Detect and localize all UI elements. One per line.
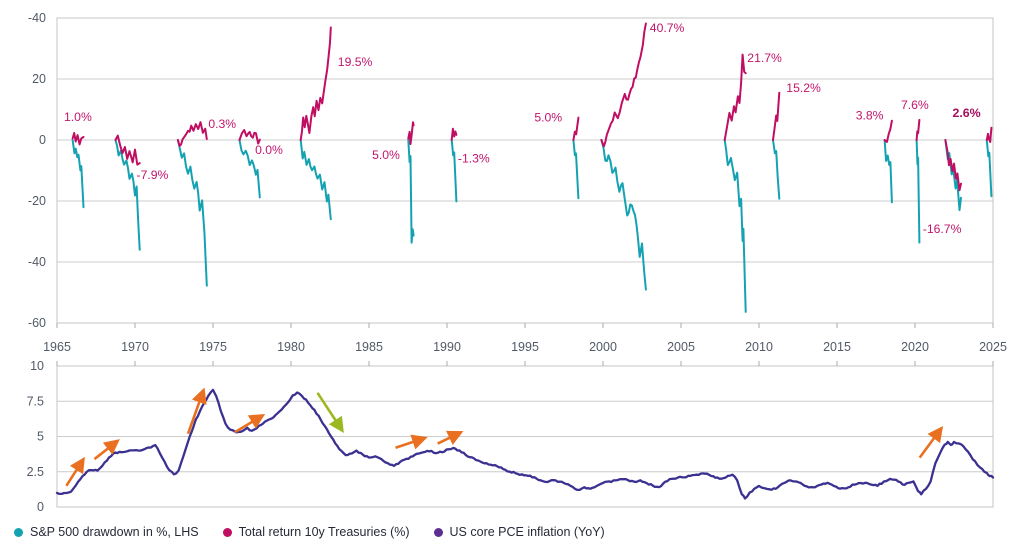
inflation-down-arrow-icon [316, 392, 344, 434]
annotation-label: 3.8% [856, 109, 884, 123]
bottom-y-tick-label: 0 [37, 500, 44, 514]
annotation-label: 5.0% [372, 148, 400, 162]
annotation-label: 0.0% [255, 143, 283, 157]
legend-label: Total return 10y Treasuries (%) [238, 525, 410, 539]
legend-label: US core PCE inflation (YoY) [449, 525, 605, 539]
inflation-up-arrow-icon [93, 439, 120, 461]
legend-item-treasury-return: Total return 10y Treasuries (%) [222, 525, 410, 539]
annotation-label: 2.6% [952, 106, 980, 120]
annotation-label: 7.6% [901, 98, 929, 112]
inflation-up-arrow-icon [437, 430, 464, 445]
bottom-y-tick-label: 10 [30, 359, 44, 373]
treasury-series [71, 22, 993, 192]
x-axis-year-label: 1980 [277, 340, 305, 354]
bottom-y-tick-label: 7.5 [27, 394, 44, 408]
treasury-series-dot-icon [222, 527, 232, 537]
bottom-y-tick-label: 2.5 [27, 465, 44, 479]
drawdown-series-dot-icon [14, 527, 23, 537]
top-y-tick-label: -40 [28, 11, 46, 25]
x-axis-year-label: 2025 [979, 340, 1007, 354]
annotation-label: 21.7% [747, 51, 782, 65]
x-axis-year-label: 1965 [43, 340, 71, 354]
annotation-label: 1.0% [64, 110, 92, 124]
x-axis-year-label: 2010 [745, 340, 773, 354]
inflation-up-arrow-icon [65, 456, 85, 487]
annotation-label: 5.0% [534, 110, 562, 124]
x-axis-year-label: 2000 [589, 340, 617, 354]
inflation-series [55, 388, 995, 500]
annotation-label: 19.5% [338, 55, 373, 69]
top-y-tick-label: -20 [28, 194, 46, 208]
x-axis-year-label: 2015 [823, 340, 851, 354]
annotation-label: -1.3% [458, 151, 490, 165]
bottom-y-tick-label: 5 [37, 430, 44, 444]
top-y-tick-label: 20 [32, 72, 46, 86]
trend-arrows [65, 387, 944, 487]
inflation-up-arrow-icon [234, 414, 266, 434]
annotation-label: -16.7% [923, 222, 962, 236]
inflation-series-dot-icon [433, 527, 443, 537]
top-chart: -40 20 0 -20 -40 -60 1965 1970 1975 1980 1985 1990 1… [28, 11, 1007, 354]
x-axis-year-label: 2005 [667, 340, 695, 354]
drawdown-series [71, 139, 993, 313]
bottom-chart: 10 7.5 5 2.5 0 [27, 359, 994, 514]
legend-item-sp500-drawdown: S&P 500 drawdown in %, LHS [14, 525, 199, 539]
top-y-tick-label: -60 [28, 316, 46, 330]
x-axis-year-label: 1995 [511, 340, 539, 354]
legend-item-pce-inflation: US core PCE inflation (YoY) [433, 525, 605, 539]
inflation-up-arrow-icon [918, 425, 944, 459]
annotation-label: 0.3% [208, 117, 236, 131]
legend-label: S&P 500 drawdown in %, LHS [30, 525, 199, 539]
return-annotations: 1.0% -7.9% 0.3% 0.0% 19.5% 5.0% -1.3% 5.0% 40.7%… [64, 21, 981, 236]
charts-canvas: -40 20 0 -20 -40 -60 1965 1970 1975 1980 1985 1990 1… [27, 11, 1007, 514]
annotation-label: 15.2% [786, 81, 821, 95]
annotation-label: 40.7% [650, 21, 685, 35]
inflation-up-arrow-icon [395, 434, 428, 450]
x-axis-year-label: 1990 [433, 340, 461, 354]
annotation-label: -7.9% [137, 168, 169, 182]
x-axis-year-label: 1975 [199, 340, 227, 354]
inflation-up-arrow-icon [186, 387, 207, 435]
top-y-tick-label: 0 [39, 133, 46, 147]
x-axis-year-label: 1985 [355, 340, 383, 354]
top-y-tick-label: -40 [28, 255, 46, 269]
chart-legend: S&P 500 drawdown in %, LHS Total return … [14, 525, 605, 539]
x-axis-year-label: 1970 [121, 340, 149, 354]
x-axis-year-label: 2020 [901, 340, 929, 354]
